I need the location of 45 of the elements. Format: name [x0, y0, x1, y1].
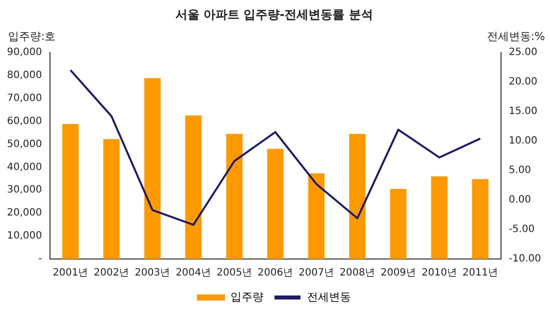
bar: [226, 134, 243, 259]
y2-tick-label: 5.00: [508, 165, 532, 176]
x-tick-label: 2002년: [94, 268, 130, 279]
bar: [103, 139, 120, 259]
y-tick-label: 70,000: [6, 92, 42, 104]
x-tick-label: 2005년: [216, 268, 252, 279]
y2-tick-label: 20.00: [508, 76, 538, 88]
chart-title: 서울 아파트 입주량-전세변동률 분석: [175, 7, 373, 22]
x-tick-label: 2011년: [462, 268, 498, 279]
y-tick-label: 40,000: [6, 162, 42, 173]
y-tick-label: 50,000: [6, 138, 42, 150]
bar: [185, 116, 202, 259]
bar: [349, 134, 366, 259]
legend-label: 입주량: [230, 290, 264, 304]
y-tick-label: 10,000: [6, 230, 42, 242]
y2-tick-label: 15.00: [508, 106, 538, 118]
bar: [144, 78, 161, 259]
y-tick-label: 90,000: [6, 46, 42, 58]
y-tick-label: 60,000: [6, 116, 42, 127]
x-tick-label: 2004년: [176, 268, 212, 279]
x-tick-label: 2006년: [258, 268, 294, 279]
y2-tick-label: -5.00: [508, 224, 535, 236]
bar: [431, 176, 448, 259]
y2-tick-label: 25.00: [508, 46, 538, 58]
x-tick-label: 2009년: [380, 268, 416, 279]
y-tick-label: 80,000: [6, 70, 42, 81]
legend-label: 전세변동: [307, 290, 351, 304]
x-tick-label: 2007년: [298, 268, 334, 279]
y-tick-label: -: [38, 254, 42, 265]
y2-tick-label: 0.00: [508, 194, 532, 206]
x-tick-label: 2008년: [340, 268, 376, 279]
y-axis-title: 입주량:호: [8, 30, 56, 43]
bar: [62, 124, 79, 259]
y2-tick-label: -10.00: [508, 254, 542, 265]
y-tick-label: 30,000: [6, 184, 42, 196]
bar: [267, 148, 284, 259]
y2-tick-label: 10.00: [508, 136, 538, 147]
bar: [308, 173, 325, 259]
x-tick-label: 2003년: [134, 268, 170, 279]
x-tick-label: 2010년: [422, 268, 458, 279]
bar: [472, 179, 488, 259]
x-tick-label: 2001년: [52, 268, 88, 279]
bar: [390, 188, 407, 259]
y-tick-label: 20,000: [6, 208, 42, 219]
y2-axis-title: 전세변동:%: [486, 30, 545, 43]
